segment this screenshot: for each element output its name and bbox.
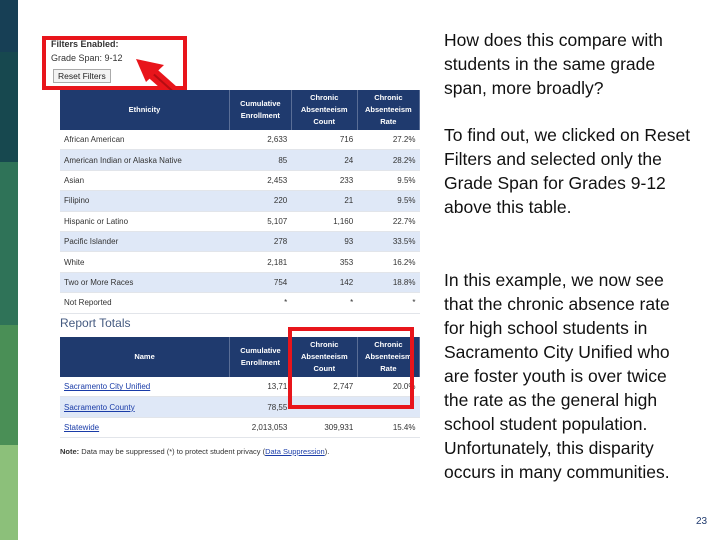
table-row: Filipino 220 21 9.5% xyxy=(60,190,420,212)
cell-abs-count: 353 xyxy=(291,251,358,273)
decor-stripe-3 xyxy=(0,325,18,445)
report-totals-title: Report Totals xyxy=(60,316,131,330)
cell-ethnicity: African American xyxy=(60,130,230,151)
reset-filters-button[interactable]: Reset Filters xyxy=(53,69,111,83)
cell-enrollment: 2,633 xyxy=(229,130,292,151)
ethnicity-table: Ethnicity Cumulative Enrollment Chronic … xyxy=(60,90,421,314)
table-row: American Indian or Alaska Native 85 24 2… xyxy=(60,149,420,171)
data-suppression-link[interactable]: Data Suppression xyxy=(265,447,325,456)
suppression-note: Note: Data may be suppressed (*) to prot… xyxy=(60,447,329,456)
report-totals-table: Name Cumulative Enrollment Chronic Absen… xyxy=(60,337,421,439)
cell-abs-count: 233 xyxy=(291,170,358,192)
table-row: Pacific Islander 278 93 33.5% xyxy=(60,231,420,253)
col-header-abs-count[interactable]: Chronic Absenteeism Count xyxy=(291,337,358,377)
cell-ethnicity: American Indian or Alaska Native xyxy=(60,149,230,171)
cell-abs-rate: 9.5% xyxy=(357,190,420,212)
highlight-frame-chronic-columns xyxy=(288,327,414,409)
col-header-enrollment[interactable]: Cumulative Enrollment xyxy=(229,90,292,130)
cell-enrollment: 13,71 xyxy=(229,377,292,398)
decor-stripe-2 xyxy=(0,162,18,325)
link-sacramento-county[interactable]: Sacramento County xyxy=(60,396,230,418)
table-row: Statewide 2,013,053 309,931 15.4% xyxy=(60,417,420,439)
decor-stripe-1 xyxy=(0,52,18,162)
cell-enrollment: 220 xyxy=(229,190,292,212)
cell-abs-count: 716 xyxy=(291,130,358,151)
table-row: Asian 2,453 233 9.5% xyxy=(60,170,420,192)
col-header-abs-rate[interactable]: Chronic Absenteeism Rate xyxy=(357,90,421,130)
cell-abs-count: * xyxy=(291,292,358,314)
cell-abs-rate: 28.2% xyxy=(357,149,420,171)
paragraph-question: How does this compare with students in t… xyxy=(444,30,663,98)
table-row: Sacramento City Unified 13,71 2,747 20.0… xyxy=(60,377,420,398)
paragraph-method: To find out, we clicked on Reset Filters… xyxy=(444,125,691,217)
note-label: Note: xyxy=(60,447,80,456)
decor-stripe-top xyxy=(0,0,18,52)
cell-enrollment: 78,55 xyxy=(229,396,292,418)
cell-ethnicity: Not Reported xyxy=(60,292,230,314)
cell-abs-rate: 27.2% xyxy=(357,130,420,151)
filters-title: Filters Enabled: xyxy=(51,39,119,49)
cell-ethnicity: Asian xyxy=(60,170,230,192)
cell-ethnicity: Filipino xyxy=(60,190,230,212)
cell-ethnicity: Hispanic or Latino xyxy=(60,211,230,232)
cell-enrollment: 85 xyxy=(229,149,292,171)
filters-panel: Filters Enabled: Grade Span: 9-12 Reset … xyxy=(51,39,181,89)
table-row: Hispanic or Latino 5,107 1,160 22.7% xyxy=(60,211,420,232)
table-row: Not Reported * * * xyxy=(60,292,420,314)
cell-abs-count: 142 xyxy=(291,272,358,294)
paragraph-finding: In this example, we now see that the chr… xyxy=(444,270,670,482)
highlight-frame-filters xyxy=(42,36,187,90)
note-end: ). xyxy=(324,447,330,456)
cell-enrollment: 5,107 xyxy=(229,211,292,232)
cell-ethnicity: White xyxy=(60,251,230,273)
table-row: African American 2,633 716 27.2% xyxy=(60,130,420,151)
cell-enrollment: 754 xyxy=(229,272,292,294)
cell-abs-rate: 9.5% xyxy=(357,170,420,192)
cell-abs-count: 309,931 xyxy=(291,417,358,439)
cell-abs-rate: * xyxy=(357,292,420,314)
col-header-abs-count[interactable]: Chronic Absenteeism Count xyxy=(291,90,358,130)
cell-enrollment: 278 xyxy=(229,231,292,253)
col-header-ethnicity[interactable]: Ethnicity xyxy=(60,90,230,130)
page-number: 23 xyxy=(696,516,708,527)
col-header-abs-rate[interactable]: Chronic Absenteeism Rate xyxy=(357,337,421,377)
note-text: Data may be suppressed (*) to protect st… xyxy=(79,447,266,456)
cell-ethnicity: Pacific Islander xyxy=(60,231,230,253)
col-header-enrollment[interactable]: Cumulative Enrollment xyxy=(229,337,292,377)
cell-abs-rate: 16.2% xyxy=(357,251,420,273)
cell-abs-count: 93 xyxy=(291,231,358,253)
col-header-name[interactable]: Name xyxy=(60,337,231,377)
decor-stripe-4 xyxy=(0,445,18,540)
cell-abs-rate: 22.7% xyxy=(357,211,420,232)
cell-abs-rate: 15.4% xyxy=(357,417,420,439)
cell-enrollment: 2,013,053 xyxy=(229,417,292,439)
cell-abs-rate: 33.5% xyxy=(357,231,420,253)
filters-grade-span: Grade Span: 9-12 xyxy=(51,53,123,63)
cell-abs-count: 21 xyxy=(291,190,358,212)
cell-enrollment: * xyxy=(229,292,292,314)
cell-abs-count: 1,160 xyxy=(291,211,358,232)
table-row: White 2,181 353 16.2% xyxy=(60,251,420,273)
table-row: Two or More Races 754 142 18.8% xyxy=(60,272,420,294)
link-statewide[interactable]: Statewide xyxy=(60,417,230,439)
cell-abs-rate: 20.0% xyxy=(357,377,420,398)
cell-abs-count: 24 xyxy=(291,149,358,171)
cell-enrollment: 2,453 xyxy=(229,170,292,192)
cell-ethnicity: Two or More Races xyxy=(60,272,230,294)
cell-abs-rate: 18.8% xyxy=(357,272,420,294)
cell-enrollment: 2,181 xyxy=(229,251,292,273)
cell-abs-count: 2,747 xyxy=(291,377,358,398)
link-sacramento-city-unified[interactable]: Sacramento City Unified xyxy=(60,377,230,398)
